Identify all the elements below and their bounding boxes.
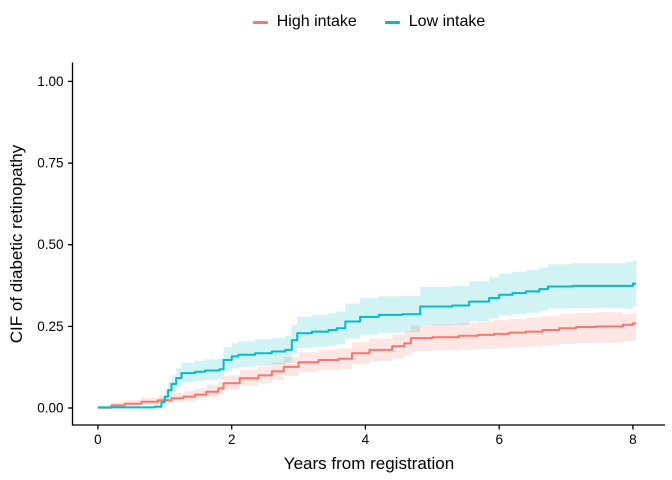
y-tick-label-0.50: 0.50 (37, 237, 63, 252)
legend-label-high-intake: High intake (276, 13, 357, 30)
curve-low-intake (97, 282, 637, 409)
legend-entry-high-intake: High intake (252, 13, 357, 31)
y-tick-label-0.00: 0.00 (37, 401, 63, 416)
x-axis-title: Years from registration (284, 454, 454, 473)
legend-label-low-intake: Low intake (408, 13, 486, 30)
y-tick-label-0.25: 0.25 (37, 319, 63, 334)
step-curves (97, 282, 637, 409)
curve-high-intake (97, 322, 637, 409)
x-tick-label-6: 6 (495, 432, 503, 447)
legend-key-line-low-intake (384, 20, 400, 24)
confidence-bands (97, 260, 637, 408)
axes: 0 2 4 6 8 0.00 0.25 0.50 0.75 1.00 (37, 62, 665, 447)
band-low-intake (97, 260, 637, 408)
x-tick-label-2: 2 (228, 432, 236, 447)
axis-lines (71, 62, 665, 426)
y-tick-label-0.75: 0.75 (37, 156, 63, 171)
x-tick-label-0: 0 (94, 432, 102, 447)
legend: High intake Low intake (66, 13, 672, 31)
legend-key-line-high-intake (252, 20, 268, 24)
legend-entry-low-intake: Low intake (384, 13, 486, 31)
y-tick-label-1.00: 1.00 (37, 74, 63, 89)
x-tick-label-8: 8 (629, 432, 637, 447)
x-tick-label-4: 4 (362, 432, 370, 447)
y-axis-title: CIF of diabetic retinopathy (7, 144, 26, 343)
